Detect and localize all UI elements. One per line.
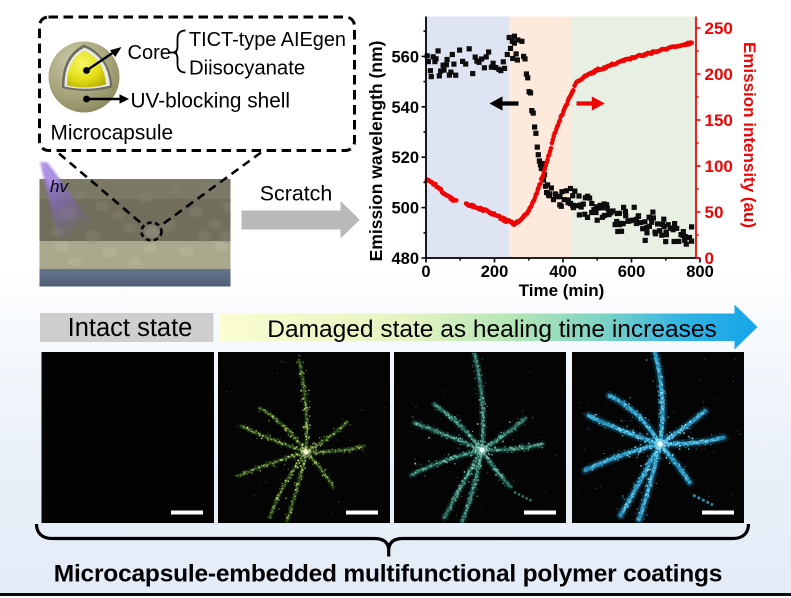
svg-text:Core: Core bbox=[128, 42, 171, 64]
svg-text:TICT-type AIEgen: TICT-type AIEgen bbox=[189, 29, 346, 51]
svg-text:50: 50 bbox=[705, 203, 724, 222]
svg-text:250: 250 bbox=[705, 19, 733, 38]
svg-text:200: 200 bbox=[481, 263, 509, 281]
svg-text:Scratch: Scratch bbox=[260, 182, 333, 206]
svg-text:UV-blocking shell: UV-blocking shell bbox=[131, 90, 291, 113]
svg-text:560: 560 bbox=[391, 48, 419, 66]
svg-text:800: 800 bbox=[686, 263, 714, 281]
svg-text:Emission intensity (au): Emission intensity (au) bbox=[740, 42, 759, 228]
svg-text:Time (min): Time (min) bbox=[519, 281, 605, 300]
svg-text:0: 0 bbox=[421, 263, 430, 281]
svg-text:0: 0 bbox=[705, 249, 714, 268]
svg-text:600: 600 bbox=[618, 263, 646, 281]
svg-text:hv: hv bbox=[50, 177, 69, 196]
svg-text:Emission wavelength (nm): Emission wavelength (nm) bbox=[366, 41, 386, 262]
svg-text:Microcapsule-embedded multifun: Microcapsule-embedded multifunctional po… bbox=[54, 561, 723, 588]
svg-text:480: 480 bbox=[391, 250, 419, 268]
svg-text:520: 520 bbox=[391, 149, 419, 167]
svg-text:150: 150 bbox=[705, 111, 733, 130]
svg-text:Intact state: Intact state bbox=[68, 314, 193, 342]
svg-text:Diisocyanate: Diisocyanate bbox=[189, 58, 305, 80]
svg-text:540: 540 bbox=[391, 99, 419, 117]
svg-text:500: 500 bbox=[391, 200, 419, 218]
svg-text:Microcapsule: Microcapsule bbox=[51, 122, 174, 145]
svg-text:100: 100 bbox=[705, 157, 733, 176]
svg-text:Damaged state as healing time: Damaged state as healing time increases bbox=[267, 316, 716, 343]
svg-text:200: 200 bbox=[705, 65, 733, 84]
svg-text:400: 400 bbox=[549, 263, 577, 281]
